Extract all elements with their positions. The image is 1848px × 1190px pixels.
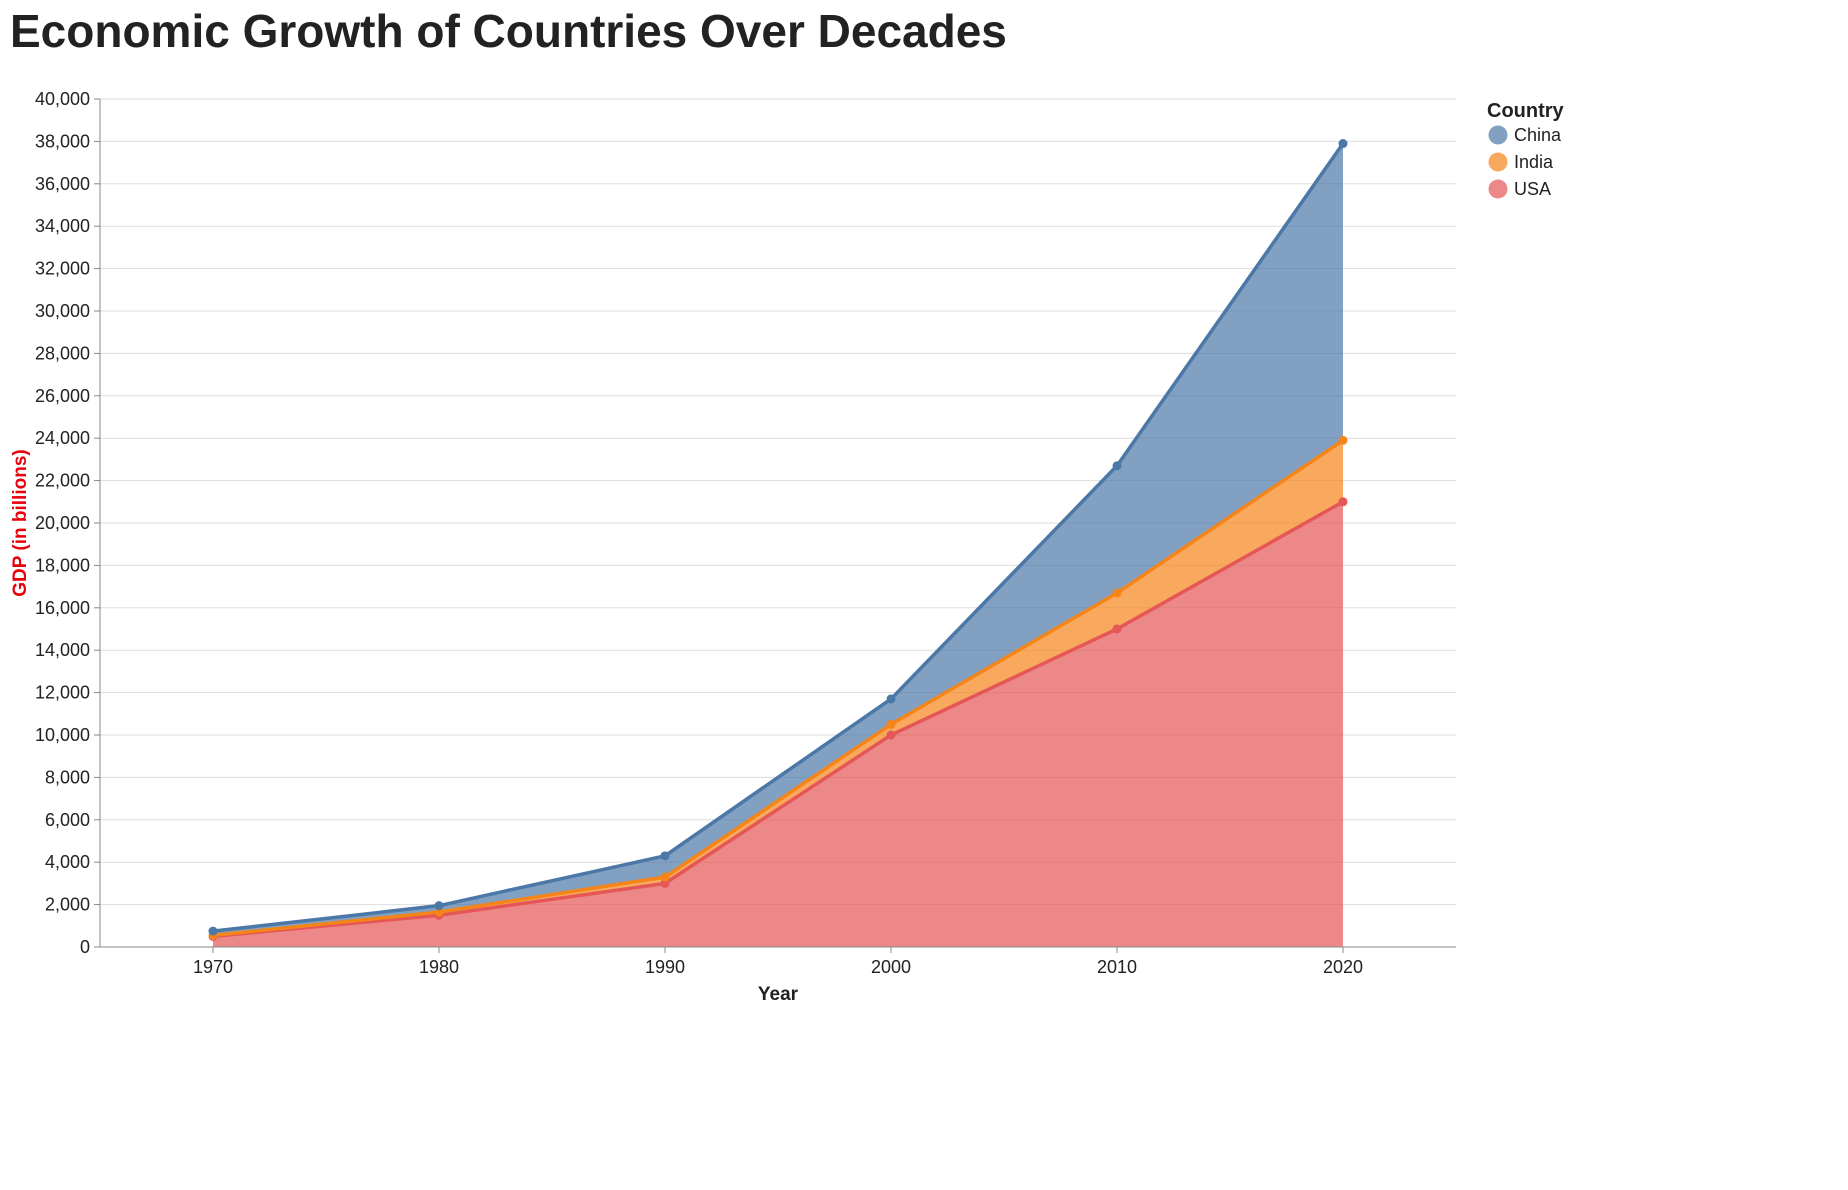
x-tick-label: 2010 <box>1097 957 1137 977</box>
point-china <box>1338 139 1348 149</box>
legend-label-india: India <box>1514 152 1554 172</box>
y-tick-label: 12,000 <box>35 683 90 703</box>
x-tick-label: 2020 <box>1323 957 1363 977</box>
point-india <box>660 872 670 882</box>
point-india <box>1112 588 1122 598</box>
x-tick-label: 1970 <box>193 957 233 977</box>
y-tick-label: 0 <box>80 937 90 957</box>
area-china <box>213 143 1343 936</box>
y-tick-label: 6,000 <box>45 810 90 830</box>
legend-label-usa: USA <box>1514 179 1551 199</box>
point-usa <box>1338 497 1348 507</box>
line-india <box>212 438 1344 938</box>
legend-swatch-china <box>1488 125 1508 145</box>
y-tick-label: 36,000 <box>35 174 90 194</box>
line-layer <box>212 142 1345 939</box>
y-tick-label: 20,000 <box>35 513 90 533</box>
area-layer <box>213 143 1343 947</box>
line-usa <box>212 500 1344 939</box>
legend-label-china: China <box>1514 125 1562 145</box>
point-layer <box>208 139 1348 941</box>
legend-swatch-usa <box>1488 179 1508 199</box>
x-tick-label: 1990 <box>645 957 685 977</box>
point-china <box>886 694 896 704</box>
x-axis-title: Year <box>758 984 799 1005</box>
y-tick-label: 16,000 <box>35 598 90 618</box>
y-tick-label: 28,000 <box>35 343 90 363</box>
y-tick-label: 2,000 <box>45 895 90 915</box>
y-tick-label: 22,000 <box>35 471 90 491</box>
y-tick-label: 34,000 <box>35 216 90 236</box>
legend-title: Country <box>1487 100 1565 122</box>
legend-layer: Country China India USA <box>1487 100 1565 199</box>
y-tick-label: 30,000 <box>35 301 90 321</box>
legend-swatch-india <box>1488 152 1508 172</box>
y-tick-label: 10,000 <box>35 725 90 745</box>
y-tick-label: 26,000 <box>35 386 90 406</box>
axis-layer: 0 2,000 4,000 6,000 8,000 10,000 12,000 14,000 1… <box>10 89 1456 1005</box>
y-tick-label: 4,000 <box>45 852 90 872</box>
y-axis-title: GDP (in billions) <box>10 449 31 596</box>
point-china <box>208 926 218 936</box>
x-tick-label: 2000 <box>871 957 911 977</box>
y-tick-label: 32,000 <box>35 259 90 279</box>
point-usa <box>886 730 896 740</box>
point-usa <box>660 878 670 888</box>
point-china <box>660 851 670 861</box>
area-usa <box>213 501 1343 947</box>
point-india <box>1338 435 1348 445</box>
y-tick-label: 14,000 <box>35 640 90 660</box>
y-tick-label: 8,000 <box>45 767 90 787</box>
chart-title: Economic Growth of Countries Over Decade… <box>10 5 1007 57</box>
point-india <box>886 719 896 729</box>
point-india <box>434 907 444 917</box>
point-china <box>434 901 444 911</box>
y-tick-label: 40,000 <box>35 89 90 109</box>
y-tick-label: 18,000 <box>35 555 90 575</box>
x-tick-label: 1980 <box>419 957 459 977</box>
line-china <box>212 142 1345 933</box>
y-tick-label: 24,000 <box>35 428 90 448</box>
point-china <box>1112 461 1122 471</box>
point-usa <box>1112 624 1122 634</box>
y-tick-label: 38,000 <box>35 131 90 151</box>
